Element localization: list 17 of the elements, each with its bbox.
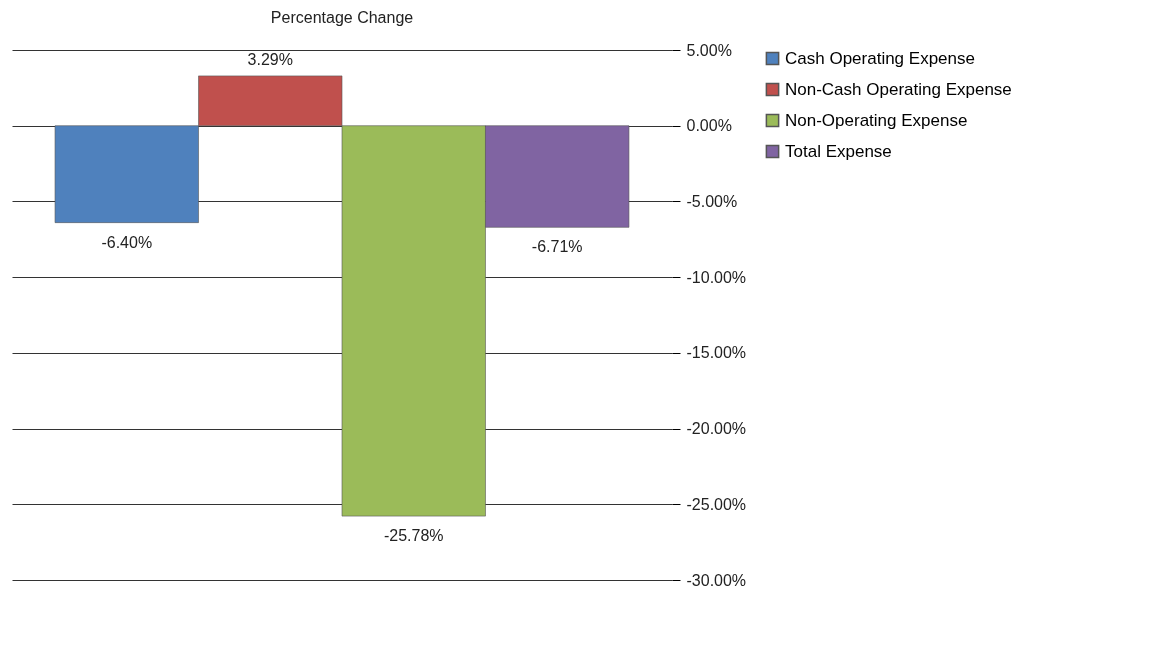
data-label: -6.40%: [101, 233, 153, 251]
legend-label: Non-Operating Expense: [785, 110, 968, 130]
legend-label: Non-Cash Operating Expense: [785, 79, 1012, 99]
chart-title: Percentage Change: [270, 9, 414, 26]
legend-label: Cash Operating Expense: [785, 48, 975, 68]
y-tick-label: -30.00%: [686, 571, 747, 589]
y-tick-label: -5.00%: [686, 192, 738, 210]
y-tick-label: 5.00%: [686, 41, 732, 59]
data-label: -6.71%: [531, 238, 583, 256]
legend-label: Total Expense: [785, 141, 892, 161]
y-tick-label: -20.00%: [686, 420, 747, 438]
data-label: 3.29%: [247, 50, 293, 68]
y-tick-label: -25.00%: [686, 495, 747, 513]
data-label: -25.78%: [383, 527, 444, 545]
y-tick-label: 0.00%: [686, 117, 732, 135]
y-tick-label: -10.00%: [686, 268, 747, 286]
y-tick-label: -15.00%: [686, 344, 747, 362]
